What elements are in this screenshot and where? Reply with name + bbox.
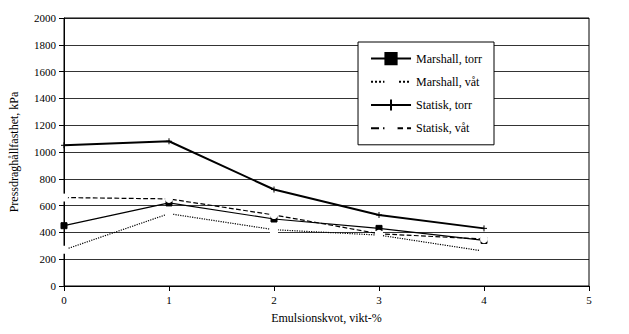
svg-text:600: 600 — [40, 200, 57, 212]
svg-text:Marshall, våt: Marshall, våt — [416, 75, 480, 89]
svg-text:Marshall, torr: Marshall, torr — [416, 52, 482, 66]
svg-text:1200: 1200 — [34, 119, 57, 131]
svg-text:1400: 1400 — [34, 92, 57, 104]
svg-text:Pressdraghållfasthet, kPa: Pressdraghållfasthet, kPa — [7, 91, 21, 212]
svg-text:1000: 1000 — [34, 146, 57, 158]
svg-text:5: 5 — [586, 294, 592, 306]
svg-text:2: 2 — [271, 294, 277, 306]
svg-text:0: 0 — [51, 280, 57, 292]
svg-text:4: 4 — [481, 294, 487, 306]
svg-text:1800: 1800 — [34, 39, 57, 51]
svg-text:2000: 2000 — [34, 12, 57, 24]
svg-text:Emulsionskvot, vikt-%: Emulsionskvot, vikt-% — [271, 311, 382, 325]
svg-text:800: 800 — [40, 173, 57, 185]
svg-text:3: 3 — [376, 294, 382, 306]
svg-text:0: 0 — [61, 294, 67, 306]
svg-text:200: 200 — [40, 253, 57, 265]
svg-text:1600: 1600 — [34, 66, 57, 78]
svg-text:400: 400 — [40, 226, 57, 238]
svg-text:Statisk, våt: Statisk, våt — [416, 121, 470, 135]
svg-text:Statisk, torr: Statisk, torr — [416, 98, 472, 112]
svg-text:1: 1 — [166, 294, 172, 306]
